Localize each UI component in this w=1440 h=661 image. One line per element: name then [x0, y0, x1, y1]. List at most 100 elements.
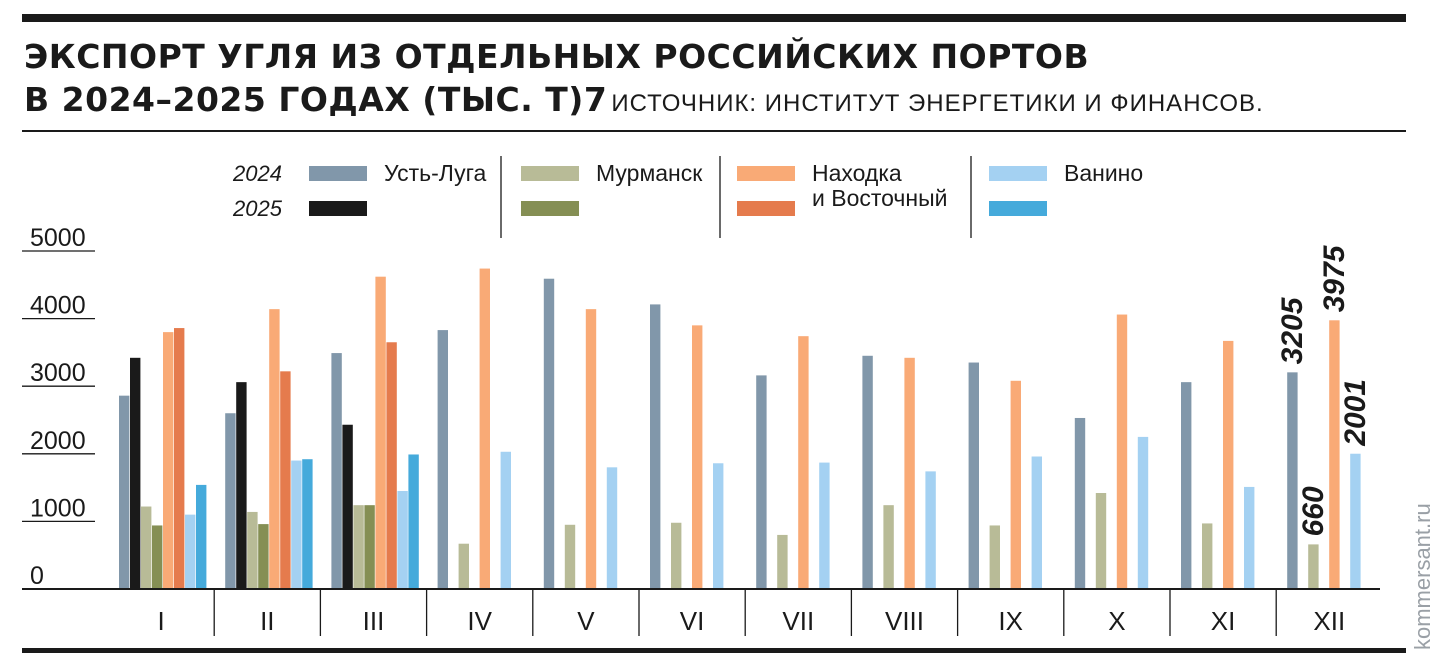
legend-swatch-2025-0: [309, 201, 367, 216]
bar-II-0-2025: [236, 382, 247, 589]
bar-I-1-2025: [152, 525, 163, 589]
bar-IX-1-2024: [989, 525, 1000, 589]
bar-II-2-2024: [269, 309, 280, 589]
chart-title-line-1: ЭКСПОРТ УГЛЯ ИЗ ОТДЕЛЬНЫХ РОССИЙСКИХ ПОР…: [24, 37, 1089, 76]
bar-III-3-2025: [408, 454, 419, 589]
bar-X-0-2024: [1074, 417, 1086, 589]
x-axis: I II III IV V VI VII VIII IX X XI XII: [22, 588, 1380, 636]
bar-IX-2-2024: [1010, 380, 1021, 589]
bar-VI-1-2024: [671, 522, 682, 589]
bar-IX-0-2024: [968, 362, 979, 589]
chart-title-line-2: В 2024–2025 ГОДАХ (ТЫС. Т)7 ИСТОЧНИК: ИНС…: [24, 80, 1264, 119]
legend-swatch-2025-1: [521, 201, 579, 216]
bar-IV-2-2024: [479, 268, 490, 589]
bar-IV-0-2024: [437, 330, 448, 589]
bar-XI-2-2024: [1223, 340, 1234, 589]
legend-label-0-0: Усть-Луга: [384, 160, 486, 186]
bar-II-2-2025: [280, 371, 291, 589]
bar-VI-2-2024: [692, 325, 703, 589]
bar-VIII-0-2024: [862, 355, 873, 589]
value-label-1: 3975: [1318, 244, 1351, 312]
y-axis: 0 1000 2000 3000 4000 5000: [22, 224, 95, 590]
bar-II-3-2025: [302, 459, 313, 589]
legend-swatch-2025-2: [737, 201, 795, 216]
x-tick-label-5: VI: [680, 606, 705, 636]
x-tick-label-0: I: [157, 606, 164, 636]
x-tick-label-11: XII: [1313, 606, 1345, 636]
bar-II-1-2025: [258, 524, 269, 589]
bar-X-3-2024: [1137, 436, 1149, 589]
y-tick-label-3: 3000: [30, 359, 86, 387]
watermark: kommersant.ru: [1410, 503, 1435, 650]
legend-year-2024: 2024: [232, 161, 282, 186]
bar-III-1-2025: [364, 505, 375, 589]
bar-VII-1-2024: [777, 534, 788, 589]
bar-III-0-2024: [331, 353, 342, 589]
bar-I-2-2024: [163, 332, 174, 589]
bars: [119, 268, 1361, 589]
bar-VI-0-2024: [650, 304, 661, 589]
bar-VII-0-2024: [756, 375, 767, 589]
legend-label-1-0: Мурманск: [596, 160, 703, 186]
title-divider: [22, 130, 1406, 132]
x-tick-label-7: VIII: [885, 606, 924, 636]
bar-VII-3-2024: [819, 462, 830, 589]
legend-swatch-2024-1: [521, 166, 579, 181]
x-tick-label-6: VII: [782, 606, 814, 636]
x-tick-label-1: II: [260, 606, 274, 636]
legend-swatch-2024-0: [309, 166, 367, 181]
legend-swatch-2024-2: [737, 166, 795, 181]
x-tick-label-3: IV: [467, 606, 492, 636]
top-rule: [22, 14, 1406, 22]
bar-II-0-2024: [225, 413, 236, 589]
bar-XII-0-2024: [1287, 372, 1298, 589]
legend-swatch-2025-3: [989, 201, 1047, 216]
bar-VII-2-2024: [798, 336, 809, 589]
bar-V-2-2024: [585, 309, 597, 589]
x-tick-label-10: XI: [1211, 606, 1236, 636]
bar-XI-0-2024: [1181, 382, 1192, 589]
bar-I-2-2025: [174, 328, 185, 589]
bar-I-3-2024: [185, 514, 196, 589]
bar-XII-3-2024: [1350, 453, 1361, 589]
x-tick-label-9: X: [1108, 606, 1125, 636]
y-tick-label-5: 5000: [30, 224, 86, 252]
bar-V-3-2024: [606, 467, 618, 589]
legend-label-2-0: Находка: [812, 160, 902, 186]
y-tick-label-1: 1000: [30, 494, 86, 522]
value-label-2: 660: [1297, 486, 1330, 536]
bar-XII-2-2024: [1329, 320, 1340, 589]
legend-label-2-1: и Восточный: [812, 185, 948, 211]
x-tick-label-8: IX: [998, 606, 1023, 636]
y-tick-label-0: 0: [30, 562, 44, 590]
bar-VIII-1-2024: [883, 505, 894, 589]
legend-label-3-0: Ванино: [1064, 160, 1143, 186]
bar-III-3-2024: [397, 490, 408, 589]
bar-XI-1-2024: [1202, 523, 1213, 589]
y-tick-label-2: 2000: [30, 427, 86, 455]
bar-III-0-2025: [342, 424, 353, 589]
bar-IV-1-2024: [458, 543, 469, 589]
bottom-rule: [22, 648, 1406, 653]
bar-I-0-2024: [119, 395, 130, 589]
bar-VIII-2-2024: [904, 357, 915, 589]
title-text-1: ЭКСПОРТ УГЛЯ ИЗ ОТДЕЛЬНЫХ РОССИЙСКИХ ПОР…: [24, 37, 1090, 76]
x-tick-label-2: III: [363, 606, 385, 636]
bar-V-1-2024: [564, 524, 576, 589]
y-tick-label-4: 4000: [30, 292, 86, 320]
bar-I-3-2025: [196, 484, 207, 589]
value-annotations: 3205 3975 660 2001: [1276, 244, 1372, 536]
bar-III-1-2024: [353, 505, 364, 589]
value-label-3: 2001: [1339, 379, 1372, 447]
bar-VI-3-2024: [713, 463, 724, 589]
bar-XII-1-2024: [1308, 544, 1319, 589]
bar-X-2-2024: [1116, 314, 1128, 589]
title-text-2: В 2024–2025 ГОДАХ (ТЫС. Т)7: [24, 80, 608, 119]
bar-I-0-2025: [130, 357, 141, 589]
x-tick-label-4: V: [577, 606, 595, 636]
value-label-0: 3205: [1276, 296, 1309, 364]
bar-XI-3-2024: [1244, 486, 1255, 589]
bar-II-3-2024: [291, 460, 302, 589]
